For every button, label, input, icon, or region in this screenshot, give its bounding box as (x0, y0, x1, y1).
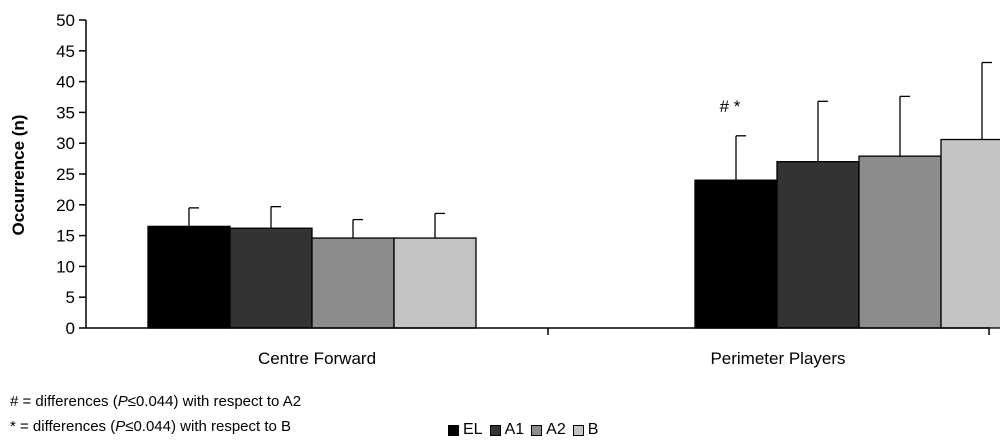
legend-label: EL (463, 421, 483, 438)
y-tick-label: 25 (56, 165, 75, 184)
footnote-b-p: P (115, 418, 126, 435)
bar-a1-centre-forward (229, 227, 313, 329)
bar-b-centre-forward (393, 237, 477, 329)
legend-label: A1 (504, 421, 525, 438)
y-axis-ticks: 0 5 10 15 20 25 30 35 40 45 50 (56, 11, 86, 338)
footnote-b-rest: ≤0.044) with respect to B (125, 418, 292, 435)
bar-a1-perimeter-players (776, 161, 860, 329)
y-tick-label: 20 (56, 196, 75, 215)
bar-el-centre-forward (147, 225, 231, 329)
bar-el-perimeter-players (694, 179, 778, 329)
y-axis-title: Occurrence (n) (9, 115, 28, 236)
bar-a2-centre-forward (311, 237, 395, 329)
significance-annotation: # * (720, 97, 741, 116)
legend-swatch (489, 424, 501, 436)
bars-group (147, 138, 1000, 329)
footnote-a2: # = differences (P≤0.044) with respect t… (10, 393, 301, 410)
legend-item-el: EL (448, 421, 483, 439)
legend-swatch (531, 424, 543, 436)
y-tick-label: 40 (56, 73, 75, 92)
footnote-a2-prefix: # = differences ( (10, 393, 118, 410)
legend-swatch (572, 424, 584, 436)
annotations-group: # * (720, 97, 741, 116)
footnote-b: * = differences (P≤0.044) with respect t… (10, 418, 291, 435)
y-tick-label: 50 (56, 11, 75, 30)
y-tick-label: 35 (56, 103, 75, 122)
legend: EL A1 A2 B (448, 421, 605, 439)
legend-label: A2 (546, 421, 566, 438)
footnote-a2-rest: ≤0.044) with respect to A2 (127, 393, 302, 410)
legend-item-a1: A1 (489, 421, 525, 439)
error-bars-group (188, 61, 992, 239)
bar-b-perimeter-players (940, 138, 1000, 329)
y-tick-label: 15 (56, 227, 75, 246)
y-tick-label: 5 (66, 288, 75, 307)
x-category-label: Centre Forward (258, 349, 376, 368)
footnote-b-prefix: * = differences ( (10, 418, 116, 435)
y-tick-label: 45 (56, 42, 75, 61)
y-tick-label: 0 (66, 319, 75, 338)
x-category-label: Perimeter Players (710, 349, 845, 368)
legend-label: B (587, 421, 599, 438)
legend-swatch (448, 424, 459, 436)
y-tick-label: 30 (56, 134, 75, 153)
legend-item-a2: A2 (531, 421, 566, 439)
y-tick-label: 10 (56, 257, 75, 276)
legend-item-b: B (572, 421, 599, 439)
x-axis-labels: Centre Forward Perimeter Players (258, 349, 846, 368)
footnote-a2-p: P (117, 393, 128, 410)
bar-a2-perimeter-players (858, 155, 942, 329)
